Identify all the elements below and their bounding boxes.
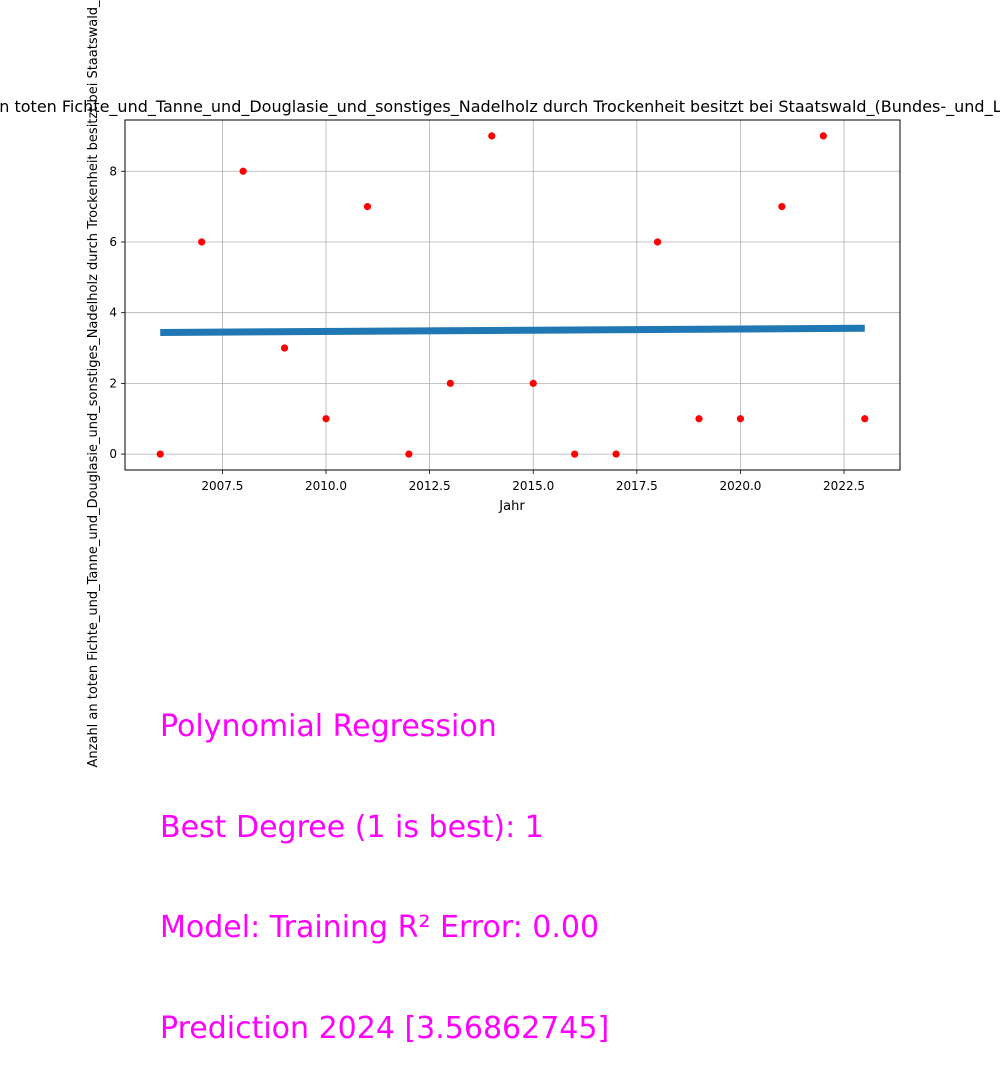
data-point: [529, 379, 537, 387]
plot-frame: [124, 119, 901, 471]
data-point: [612, 450, 620, 458]
y-tick-label: 8: [109, 164, 117, 178]
y-axis-label: Anzahl an toten Fichte_und_Tanne_und_Dou…: [86, 0, 101, 767]
y-tick-label: 6: [109, 235, 117, 249]
x-tick-label: 2015.0: [512, 479, 554, 493]
grid-lines: [125, 120, 900, 470]
data-point: [322, 415, 330, 423]
data-point: [446, 379, 454, 387]
chart-figure: 2007.5 2010.0 2012.5 2015.0 2017.5 2020.0 2022…: [0, 0, 1000, 768]
x-tick-label: 2012.5: [409, 479, 451, 493]
y-tick-label: 0: [109, 447, 117, 461]
data-points: [156, 132, 869, 458]
chart-title: Anzahl an toten Fichte_und_Tanne_und_Dou…: [0, 97, 1000, 117]
x-tick-label: 2017.5: [616, 479, 658, 493]
y-tick-label: 4: [109, 306, 117, 320]
data-point: [736, 415, 745, 423]
x-tick-label: 2020.0: [719, 479, 761, 493]
data-point: [819, 132, 827, 140]
x-tick-label: 2022.5: [823, 479, 865, 493]
data-point: [695, 415, 703, 423]
plot-area: [125, 120, 900, 470]
data-point: [239, 167, 247, 175]
summary-method: Polynomial Regression: [160, 709, 497, 744]
data-point: [488, 132, 496, 140]
data-point: [156, 450, 164, 458]
data-point: [280, 344, 289, 352]
data-point: [571, 450, 579, 458]
summary-best-degree: Best Degree (1 is best): 1: [160, 809, 544, 845]
data-point: [861, 415, 869, 423]
regression-line-path: [160, 324, 865, 337]
data-point: [653, 238, 662, 246]
data-point: [405, 450, 413, 458]
x-tick-label: 2010.0: [305, 479, 347, 493]
summary-training-error: Model: Training R² Error: 0.00: [160, 910, 600, 945]
regression-line: [160, 324, 865, 337]
x-tick-label: 2007.5: [201, 479, 243, 493]
summary-prediction: Prediction 2024 [3.56862745]: [160, 1010, 610, 1046]
data-point: [363, 203, 372, 211]
data-point: [778, 203, 786, 211]
axis-ticks: 2007.5 2010.0 2012.5 2015.0 2017.5 2020.0 2022…: [109, 164, 865, 493]
data-point: [198, 238, 206, 246]
x-axis-label: Jahr: [498, 499, 525, 514]
regression-summary: Polynomial Regression Best Degree (1 is …: [160, 643, 609, 1079]
y-tick-label: 2: [109, 376, 117, 390]
